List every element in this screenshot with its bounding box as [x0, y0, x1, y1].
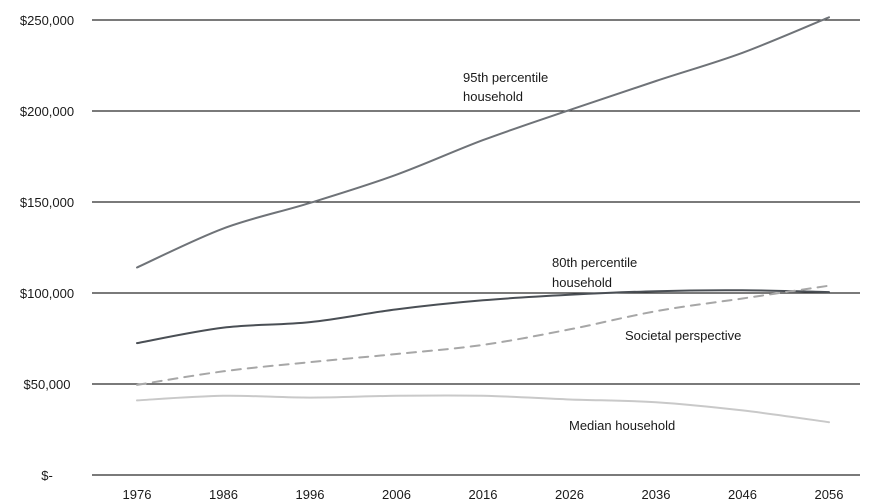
- x-tick-label: 2056: [815, 487, 844, 502]
- y-tick-label: $50,000: [24, 377, 71, 392]
- annotation-80th-line-1: 80th percentile: [552, 255, 637, 270]
- x-axis-tick-labels: 1976 1986 1996 2006 2016 2026 2036 2046 2056: [123, 487, 844, 502]
- y-tick-label: $100,000: [20, 286, 74, 301]
- x-tick-label: 2036: [642, 487, 671, 502]
- series-line-median-household: [136, 394, 830, 424]
- series-line-80th-percentile-household: [136, 289, 830, 345]
- annotation-95th-line-1: 95th percentile: [463, 70, 548, 85]
- x-tick-label: 1986: [209, 487, 238, 502]
- series-line-societal-perspective: [136, 284, 830, 386]
- x-tick-label: 2026: [555, 487, 584, 502]
- gridlines: [92, 19, 860, 476]
- y-axis-tick-labels: $- $50,000 $100,000 $150,000 $200,000 $250,00…: [20, 13, 74, 483]
- annotation-95th-line-2: household: [463, 89, 523, 104]
- y-tick-label: $-: [41, 468, 53, 483]
- y-tick-label: $150,000: [20, 195, 74, 210]
- annotation-95th-percentile: 95th percentile household: [463, 70, 552, 104]
- x-tick-label: 2046: [728, 487, 757, 502]
- annotation-80th-percentile: 80th percentile household: [552, 255, 641, 290]
- x-tick-label: 2006: [382, 487, 411, 502]
- x-tick-label: 1976: [123, 487, 152, 502]
- x-tick-label: 1996: [296, 487, 325, 502]
- series-line-95th-percentile-household: [136, 16, 830, 269]
- annotation-median-household: Median household: [569, 418, 675, 433]
- annotation-80th-line-2: household: [552, 275, 612, 290]
- annotation-societal-perspective: Societal perspective: [625, 328, 741, 343]
- y-tick-label: $200,000: [20, 104, 74, 119]
- x-tick-label: 2016: [469, 487, 498, 502]
- y-tick-label: $250,000: [20, 13, 74, 28]
- series-lines: [136, 16, 830, 424]
